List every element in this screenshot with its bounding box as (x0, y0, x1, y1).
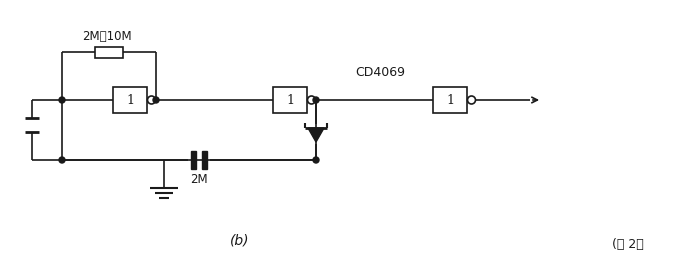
Circle shape (59, 97, 65, 103)
Bar (433, 87, 467, 113)
Circle shape (313, 97, 319, 103)
Text: (图 2）: (图 2） (612, 238, 644, 252)
Polygon shape (202, 151, 207, 169)
Circle shape (59, 157, 65, 163)
Bar (273, 87, 307, 113)
Text: (b): (b) (231, 233, 250, 247)
Polygon shape (191, 151, 196, 169)
Text: 2M: 2M (190, 173, 208, 186)
Circle shape (153, 97, 159, 103)
Bar (113, 87, 147, 113)
Polygon shape (308, 128, 324, 142)
Text: 1: 1 (446, 94, 454, 106)
Circle shape (313, 157, 319, 163)
Text: 1: 1 (286, 94, 294, 106)
Text: 1: 1 (126, 94, 134, 106)
Text: CD4069: CD4069 (355, 66, 405, 79)
Text: 2M～10M: 2M～10M (82, 30, 132, 42)
Bar (95, 46, 123, 57)
